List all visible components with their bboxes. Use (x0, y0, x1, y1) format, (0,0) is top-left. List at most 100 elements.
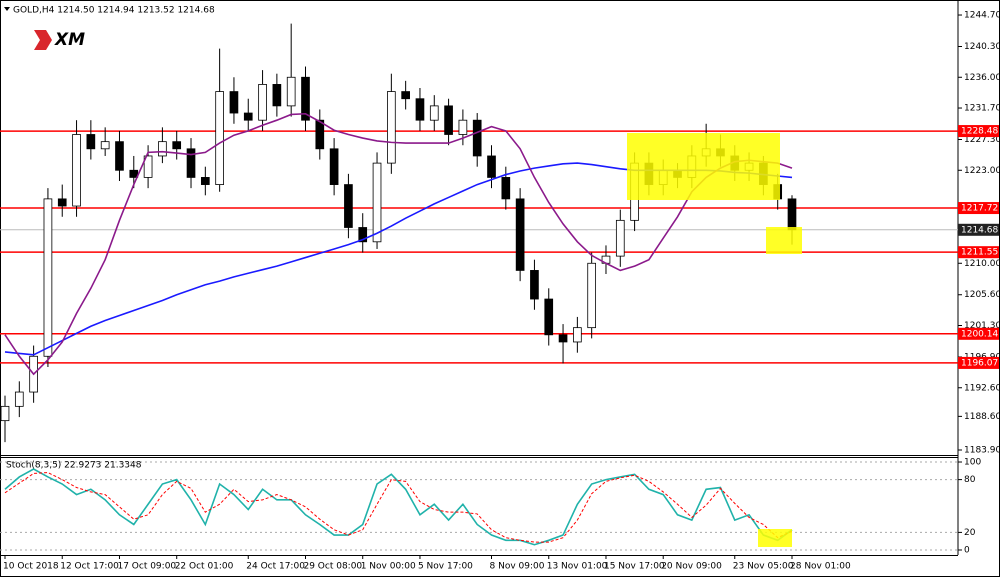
y-tick-label: 1223.00 (964, 166, 1000, 176)
candle-body (415, 98, 425, 121)
candle-body (558, 334, 568, 343)
highlight-box (766, 227, 802, 254)
level-tag (958, 125, 999, 138)
moving-average (4, 112, 793, 376)
candle-body (43, 198, 53, 357)
highlight-box (758, 529, 792, 547)
y-tick-label: 1227.30 (964, 135, 1000, 145)
candle-body (115, 141, 124, 171)
candle-body (172, 141, 182, 150)
last-price-tag (958, 223, 999, 236)
level-tag (958, 356, 999, 369)
candle-body (358, 227, 368, 243)
candle-body (158, 141, 167, 157)
level-label: 1211.55 (961, 248, 998, 258)
y-tick-label: 1240.30 (964, 42, 1000, 52)
x-tick-label: 29 Oct 08:00 (303, 562, 362, 572)
candle-body (387, 91, 396, 164)
y-tick-label: 1210.00 (964, 259, 1000, 269)
x-tick-label: 10 Oct 2018 (3, 562, 59, 572)
y-tick-label: 0 (964, 545, 970, 555)
candle-body (544, 298, 554, 336)
candle-body (472, 119, 482, 157)
y-tick-label: 1188.60 (964, 412, 1000, 422)
candle-body (100, 141, 110, 150)
y-tick-label: 1192.60 (964, 383, 1000, 393)
y-tick-label: 1205.60 (964, 290, 1000, 300)
level-label: 1200.14 (961, 329, 998, 339)
candle-body (487, 155, 496, 178)
candle-body (573, 327, 582, 343)
candle-body (515, 198, 525, 271)
candle-body (200, 177, 210, 185)
x-tick-label: 24 Oct 17:00 (246, 562, 305, 572)
candle-body (458, 119, 468, 135)
header-arrow (4, 7, 10, 11)
overlay: 1183.901188.601192.601196.901201.301205.… (3, 11, 1000, 572)
candle-body (143, 155, 153, 178)
x-tick-label: 17 Oct 09:00 (117, 562, 176, 572)
candle-body (0, 405, 10, 422)
candle-body (14, 391, 24, 407)
x-tick-label: 12 Oct 17:00 (60, 562, 119, 572)
y-tick-label: 1236.00 (964, 73, 1000, 83)
logo-mark (34, 30, 52, 50)
level-label: 1217.72 (961, 204, 998, 214)
x-tick-label: 8 Nov 09:00 (490, 562, 545, 572)
candle-body (587, 262, 597, 329)
candle-body (429, 105, 439, 121)
stoch-label: Stoch(8,3,5) 22.9273 21.3348 (6, 461, 142, 471)
x-tick-label: 20 Nov 09:00 (661, 562, 722, 572)
header: GOLD,H4 1214.50 1214.94 1213.52 1214.68 (13, 6, 215, 16)
y-tick-label: 1183.90 (964, 445, 1000, 455)
y-tick-label: 1231.70 (964, 104, 1000, 114)
candle-body (615, 219, 625, 257)
candle-body (787, 198, 797, 231)
candle-body (229, 91, 239, 114)
candle-body (86, 134, 96, 150)
candle-body (72, 134, 81, 207)
candle-body (315, 119, 325, 150)
y-tick-label: 1244.70 (964, 11, 1000, 21)
candle-body (57, 198, 67, 207)
candle-body (258, 84, 267, 121)
x-tick-label: 13 Nov 01:00 (547, 562, 608, 572)
marks (0, 14, 962, 559)
candle-body (215, 91, 224, 185)
candle-body (129, 169, 139, 178)
level-tag (958, 246, 999, 259)
x-tick-label: 1 Nov 00:00 (361, 562, 416, 572)
candle-body (344, 184, 353, 228)
stoch-line (4, 472, 793, 543)
candle-body (301, 76, 310, 121)
y-tick-label: 1201.30 (964, 321, 1000, 331)
x-tick-label: 23 Nov 05:00 (733, 562, 794, 572)
candle-body (243, 112, 253, 121)
stoch-line (4, 468, 793, 546)
x-tick-label: 28 Nov 01:00 (790, 562, 851, 572)
candle-body (186, 148, 196, 178)
candle-body (286, 76, 296, 107)
y-tick-label: 100 (964, 458, 981, 468)
highlight-box (627, 133, 780, 200)
level-label: 1196.07 (961, 358, 998, 368)
y-tick-label: 20 (964, 528, 976, 538)
candle-body (530, 270, 539, 300)
candle-body (329, 148, 339, 185)
x-tick-label: 22 Oct 01:00 (175, 562, 234, 572)
logo: XM (54, 30, 85, 50)
candle-body (272, 84, 282, 107)
level-tag (958, 327, 999, 340)
x-tick-label: 5 Nov 17:00 (418, 562, 473, 572)
candle-body (401, 91, 410, 100)
level-label: 1228.48 (961, 127, 998, 137)
candle-body (444, 105, 453, 135)
x-tick-label: 15 Nov 17:00 (604, 562, 665, 572)
level-tag (958, 202, 999, 215)
y-tick-label: 80 (964, 475, 976, 485)
last-price-label: 1214.68 (961, 225, 998, 235)
candle-body (372, 162, 382, 243)
candle-body (501, 177, 511, 200)
